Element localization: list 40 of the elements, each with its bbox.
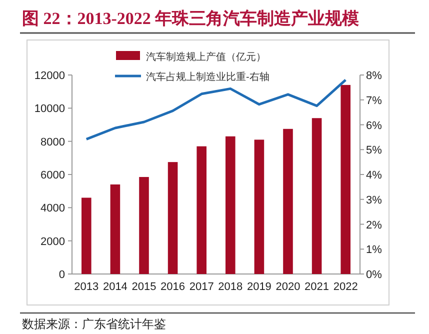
- bar: [283, 128, 293, 274]
- x-tick-label: 2013: [74, 281, 99, 293]
- legend-label: 汽车占规上制造业比重-右轴: [146, 71, 270, 83]
- y-tick-label: 12000: [34, 70, 65, 82]
- bar: [254, 140, 264, 274]
- x-tick-label: 2019: [246, 281, 272, 293]
- bar: [226, 136, 236, 274]
- legend-label: 汽车制造规上产值（亿元）: [146, 51, 266, 63]
- chart-title: 图 22：2013-2022 年珠三角汽车制造产业规模: [22, 9, 360, 28]
- x-tick-label: 2018: [218, 281, 243, 293]
- y-tick-label: 0: [58, 269, 65, 281]
- y2-tick-label: 8%: [366, 70, 382, 82]
- source-note: 数据来源：广东省统计年鉴: [22, 317, 166, 331]
- y2-tick-label: 3%: [366, 194, 382, 206]
- y2-tick-label: 1%: [366, 244, 382, 256]
- x-tick-label: 2015: [132, 281, 156, 293]
- x-tick-label: 2017: [189, 281, 214, 293]
- y2-tick-label: 7%: [366, 94, 382, 107]
- y-tick-label: 10000: [34, 103, 65, 116]
- x-tick-label: 2014: [102, 281, 128, 293]
- x-tick-label: 2020: [276, 281, 300, 293]
- y2-tick-label: 0%: [366, 269, 382, 281]
- x-tick-label: 2021: [304, 281, 330, 293]
- x-tick-label: 2022: [333, 281, 358, 293]
- y2-tick-label: 6%: [366, 120, 382, 132]
- bar: [340, 84, 350, 274]
- bar: [312, 118, 322, 274]
- bar: [139, 176, 149, 274]
- bar: [196, 146, 206, 274]
- y2-tick-label: 2%: [366, 219, 382, 232]
- x-tick-label: 2016: [160, 281, 186, 293]
- bar: [110, 184, 120, 274]
- y2-tick-label: 5%: [366, 144, 382, 157]
- bar: [82, 198, 92, 274]
- y-tick-label: 8000: [40, 136, 65, 148]
- y-tick-label: 2000: [40, 236, 65, 248]
- y-tick-label: 4000: [40, 202, 65, 215]
- y2-tick-label: 4%: [366, 170, 382, 182]
- bar: [168, 162, 178, 274]
- y-tick-label: 6000: [40, 170, 65, 182]
